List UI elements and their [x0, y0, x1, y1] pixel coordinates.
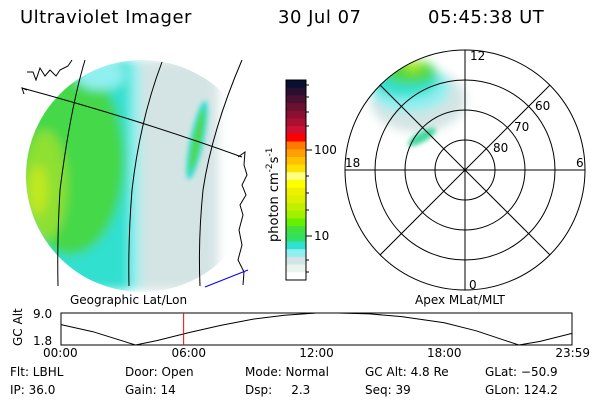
date-label: 30 Jul 07: [278, 7, 362, 28]
colorbar-band: [286, 256, 306, 266]
altitude-axis-label: GC Alt: [11, 308, 25, 346]
info-field: IP: 36.0: [10, 383, 56, 397]
colorbar-band: [286, 133, 306, 143]
info-field: Dsp: 2.3: [245, 383, 311, 397]
polar-grid: [344, 49, 586, 291]
colorbar-band: [286, 80, 306, 89]
colorbar: [286, 80, 306, 281]
instrument-title: Ultraviolet Imager: [20, 7, 192, 28]
colorbar-tick-label: 10: [314, 229, 329, 243]
latitude-line: [21, 87, 243, 158]
mlat-label-70: 70: [514, 120, 529, 134]
colorbar-ticks: [306, 84, 312, 273]
info-field: Seq: 39: [365, 383, 411, 397]
colorbar-band: [286, 103, 306, 112]
colorbar-band: [286, 233, 306, 243]
altitude-plot-frame: [60, 312, 573, 346]
colorbar-unit-label: photon cm-2s-1: [265, 148, 282, 242]
meridian-line: [57, 59, 86, 287]
colorbar-band: [286, 241, 306, 250]
info-field: GC Alt: 4.8 Re: [365, 365, 449, 379]
geo-map-label: Geographic Lat/Lon: [70, 293, 187, 307]
colorbar-band: [286, 210, 306, 219]
geo-grid: [21, 59, 248, 287]
colorbar-band: [286, 126, 306, 135]
meridian-line: [128, 61, 163, 287]
colorbar-band: [286, 195, 306, 204]
colorbar-tick-label: 100: [314, 143, 337, 157]
colorbar-band: [286, 164, 306, 173]
colorbar-band: [286, 180, 306, 189]
mlt-label-12: 12: [470, 49, 485, 63]
x-tick-label: 00:00: [43, 346, 78, 360]
colorbar-band: [286, 110, 306, 119]
x-tick-label: 18:00: [427, 346, 462, 360]
polar-auroral-image: [370, 60, 466, 147]
y-tick-label: 9.0: [33, 307, 52, 321]
colorbar-band: [286, 156, 306, 166]
colorbar-band: [286, 118, 306, 127]
mlat-label-60: 60: [535, 99, 550, 113]
mlat-label-80: 80: [493, 141, 508, 155]
colorbar-frame: [285, 79, 307, 281]
orbit-track: [204, 269, 249, 288]
info-field: GLon: 124.2: [485, 383, 558, 397]
mlt-label-6: 6: [576, 156, 584, 170]
info-field: Mode: Normal: [245, 365, 329, 379]
colorbar-band: [286, 149, 306, 158]
colorbar-band: [286, 172, 306, 181]
x-tick-label: 23:59: [555, 346, 590, 360]
info-field: GLat: −50.9: [485, 365, 558, 379]
colorbar-band: [286, 187, 306, 196]
info-field: Door: Open: [125, 365, 194, 379]
coastline: [21, 59, 248, 286]
meridian-line: [198, 59, 243, 287]
colorbar-band: [286, 249, 306, 258]
polar-map-label: Apex MLat/MLT: [415, 293, 505, 307]
colorbar-band: [286, 87, 306, 96]
y-tick-label: 1.8: [33, 334, 52, 348]
x-tick-label: 06:00: [171, 346, 206, 360]
time-label: 05:45:38 UT: [428, 7, 545, 28]
colorbar-band: [286, 95, 306, 104]
colorbar-band: [286, 226, 306, 235]
x-tick-label: 12:00: [299, 346, 334, 360]
altitude-line: [60, 312, 573, 346]
colorbar-band: [286, 264, 306, 273]
colorbar-band: [286, 141, 306, 150]
info-field: Gain: 14: [125, 383, 176, 397]
colorbar-band: [286, 203, 306, 212]
mlt-label-0: 0: [469, 278, 477, 292]
mlt-label-18: 18: [345, 156, 360, 170]
colorbar-band: [286, 218, 306, 227]
info-field: Flt: LBHL: [10, 365, 64, 379]
colorbar-band: [286, 272, 306, 281]
